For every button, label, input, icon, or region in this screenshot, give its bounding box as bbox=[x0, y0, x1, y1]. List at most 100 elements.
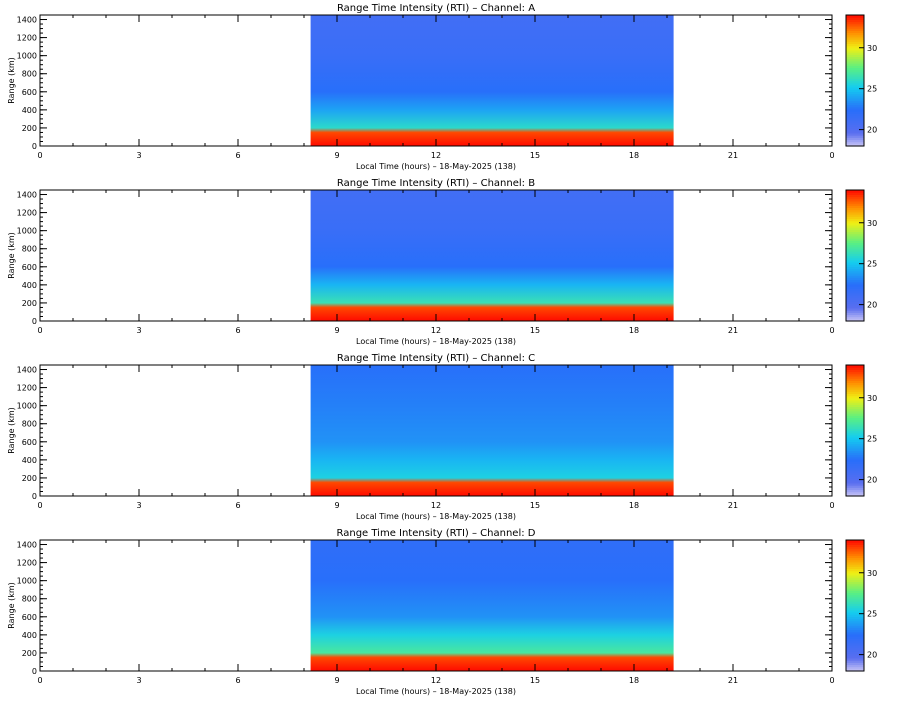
y-tick-label: 1200 bbox=[17, 209, 37, 218]
colorbar-cell bbox=[846, 115, 864, 119]
colorbar-cell bbox=[846, 281, 864, 285]
colorbar-cell bbox=[846, 130, 864, 134]
x-tick-label: 6 bbox=[235, 326, 240, 335]
colorbar-cell bbox=[846, 126, 864, 130]
colorbar-tick-label: 30 bbox=[867, 44, 877, 53]
colorbar-cell bbox=[846, 262, 864, 265]
colorbar-cell bbox=[846, 487, 864, 491]
colorbar-cell bbox=[846, 423, 864, 427]
y-tick-label: 1000 bbox=[17, 227, 37, 236]
x-axis-label: Local Time (hours) – 18-May-2025 (138) bbox=[356, 162, 516, 171]
colorbar-cell bbox=[846, 113, 864, 117]
x-tick-label: 21 bbox=[728, 676, 738, 685]
colorbar-cell bbox=[846, 616, 864, 620]
colorbar-cell bbox=[846, 21, 864, 25]
colorbar-cell bbox=[846, 618, 864, 622]
x-tick-label: 21 bbox=[728, 151, 738, 160]
y-tick-label: 200 bbox=[22, 649, 37, 658]
colorbar-cell bbox=[846, 121, 864, 125]
colorbar-cell bbox=[846, 476, 864, 480]
x-tick-label: 18 bbox=[629, 326, 639, 335]
colorbar-cell bbox=[846, 251, 864, 254]
chart-title: Range Time Intensity (RTI) – Channel: A bbox=[337, 3, 535, 14]
colorbar-cell bbox=[846, 432, 864, 436]
colorbar-cell bbox=[846, 572, 864, 576]
colorbar-cell bbox=[846, 454, 864, 458]
colorbar-cell bbox=[846, 25, 864, 29]
colorbar-cell bbox=[846, 410, 864, 414]
colorbar-cell bbox=[846, 32, 864, 36]
colorbar-cell bbox=[846, 69, 864, 73]
y-tick-label: 600 bbox=[22, 263, 37, 272]
colorbar-cell bbox=[846, 461, 864, 464]
colorbar-cell bbox=[846, 590, 864, 593]
colorbar-cell bbox=[846, 437, 864, 440]
x-tick-label: 3 bbox=[136, 326, 141, 335]
colorbar-cell bbox=[846, 303, 864, 307]
colorbar-cell bbox=[846, 564, 864, 567]
colorbar-cell bbox=[846, 406, 864, 410]
colorbar-cell bbox=[846, 629, 864, 633]
colorbar-cell bbox=[846, 441, 864, 445]
y-tick-label: 800 bbox=[22, 595, 37, 604]
colorbar-cell bbox=[846, 56, 864, 60]
colorbar-cell bbox=[846, 310, 864, 313]
colorbar-cell bbox=[846, 229, 864, 233]
colorbar-cell bbox=[846, 574, 864, 578]
colorbar: 20 25 30 bbox=[845, 539, 877, 672]
y-axis-label: Range (km) bbox=[7, 582, 16, 629]
colorbar-cell bbox=[846, 78, 864, 82]
colorbar-cell bbox=[846, 561, 864, 565]
y-tick-label: 1000 bbox=[17, 402, 37, 411]
x-tick-label: 9 bbox=[334, 326, 339, 335]
colorbar-cell bbox=[846, 566, 864, 569]
colorbar-cell bbox=[846, 458, 864, 462]
colorbar-cell bbox=[846, 447, 864, 451]
chart-title: Range Time Intensity (RTI) – Channel: D bbox=[337, 528, 536, 539]
colorbar-cell bbox=[846, 43, 864, 47]
colorbar-cell bbox=[846, 375, 864, 379]
colorbar-cell bbox=[846, 198, 864, 202]
colorbar-tick-label: 30 bbox=[867, 569, 877, 578]
x-tick-label: 6 bbox=[235, 501, 240, 510]
colorbar-cell bbox=[846, 651, 864, 655]
colorbar-cell bbox=[846, 233, 864, 237]
colorbar-cell bbox=[846, 614, 864, 618]
colorbar-cell bbox=[846, 200, 864, 204]
colorbar-cell bbox=[846, 71, 864, 75]
colorbar-cell bbox=[846, 642, 864, 646]
colorbar-cell bbox=[846, 588, 864, 591]
colorbar-cell bbox=[846, 389, 864, 392]
colorbar-cell bbox=[846, 124, 864, 127]
colorbar-cell bbox=[846, 222, 864, 226]
colorbar-cell bbox=[846, 550, 864, 554]
colorbar-cell bbox=[846, 119, 864, 123]
colorbar-cell bbox=[846, 382, 864, 386]
colorbar-cell bbox=[846, 474, 864, 477]
colorbar-cell bbox=[846, 266, 864, 270]
y-tick-label: 600 bbox=[22, 438, 37, 447]
colorbar-cell bbox=[846, 246, 864, 250]
colorbar-cell bbox=[846, 480, 864, 484]
colorbar-frame bbox=[845, 539, 865, 672]
y-tick-label: 0 bbox=[32, 492, 37, 501]
colorbar-cell bbox=[846, 607, 864, 611]
colorbar-cell bbox=[846, 482, 864, 486]
colorbar-cell bbox=[846, 546, 864, 550]
x-tick-label: 0 bbox=[37, 151, 42, 160]
colorbar-cell bbox=[846, 380, 864, 384]
colorbar-cell bbox=[846, 540, 864, 543]
y-tick-label: 1200 bbox=[17, 34, 37, 43]
colorbar-cell bbox=[846, 194, 864, 198]
y-tick-label: 0 bbox=[32, 317, 37, 326]
x-tick-label: 0 bbox=[37, 676, 42, 685]
x-tick-label: 3 bbox=[136, 676, 141, 685]
colorbar-cell bbox=[846, 548, 864, 552]
colorbar-cell bbox=[846, 65, 864, 68]
colorbar-cell bbox=[846, 277, 864, 281]
colorbar-cell bbox=[846, 465, 864, 469]
y-tick-label: 1400 bbox=[17, 541, 37, 550]
colorbar-cell bbox=[846, 36, 864, 40]
colorbar-cell bbox=[846, 296, 864, 300]
colorbar-cell bbox=[846, 259, 864, 263]
